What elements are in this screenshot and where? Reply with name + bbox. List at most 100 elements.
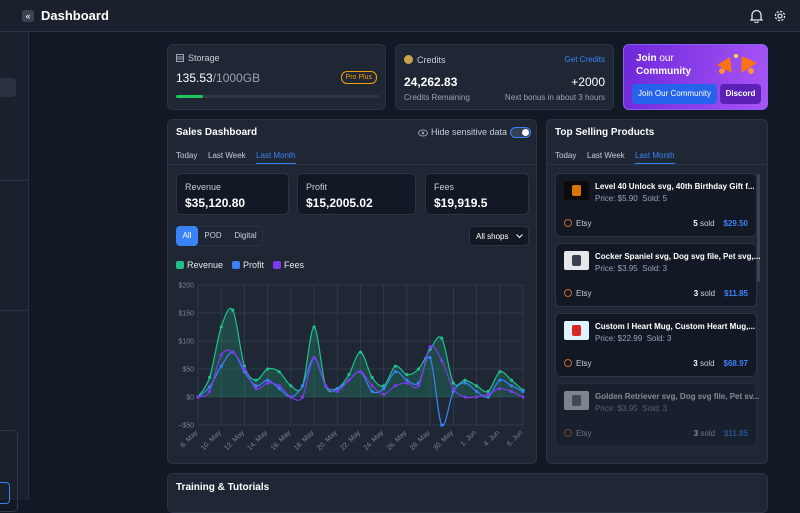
- discord-button[interactable]: Discord: [720, 84, 761, 104]
- product-meta: Price: $3.95 Sold: 3: [595, 264, 667, 273]
- tabs-divider: [547, 164, 767, 165]
- point: [358, 370, 363, 374]
- point: [451, 381, 455, 385]
- legend-label: Fees: [284, 260, 305, 270]
- filter-button[interactable]: POD: [204, 231, 222, 240]
- y-tick-label: $100: [178, 339, 194, 346]
- y-tick-label: −$50: [178, 423, 194, 430]
- point: [405, 381, 409, 385]
- page-title: Dashboard: [41, 8, 109, 23]
- credits-amount-label: Credits Remaining: [404, 93, 470, 102]
- point: [231, 350, 235, 354]
- point: [474, 395, 479, 399]
- y-tick-label: $50: [182, 367, 194, 374]
- storage-title: Storage: [188, 53, 220, 63]
- community-title-strong: Join: [636, 53, 657, 64]
- sidebar-button[interactable]: [0, 482, 10, 504]
- top-products-title: Top Selling Products: [555, 127, 655, 138]
- point: [254, 384, 258, 388]
- point: [405, 373, 409, 377]
- get-credits-link[interactable]: Get Credits: [564, 55, 605, 64]
- point: [242, 367, 247, 371]
- point: [370, 389, 374, 393]
- shop-icon: [564, 429, 572, 437]
- product-meta: Price: $5.90 Sold: 5: [595, 194, 667, 203]
- scrollbar: [757, 174, 760, 282]
- community-title: Join our Community: [636, 52, 706, 78]
- collapse-button[interactable]: «: [22, 10, 34, 22]
- point: [463, 381, 467, 385]
- product-total: $29.50: [723, 219, 748, 228]
- units-sold: 3: [693, 289, 699, 298]
- tabs-divider: [168, 164, 536, 165]
- point: [335, 387, 339, 391]
- point: [440, 336, 444, 340]
- chevron: [516, 234, 523, 239]
- tab[interactable]: Last Month: [256, 151, 296, 164]
- thumbnail-art: [572, 325, 581, 336]
- megaphone-art: [717, 54, 757, 74]
- settings-icon[interactable]: [773, 9, 787, 23]
- toggle-knob: [522, 129, 529, 136]
- point: [509, 389, 513, 393]
- legend-swatch: [273, 261, 282, 269]
- point: [312, 356, 316, 360]
- product-summary: 3 sold $11.85: [694, 429, 748, 438]
- x-tick-label: 28. May: [409, 429, 432, 452]
- product-item[interactable]: Custom I Heart Mug, Custom Heart Mug,...…: [555, 313, 757, 377]
- stat-box: Revenue $35,120.80: [176, 173, 289, 215]
- point: [405, 378, 409, 382]
- credits-amount: 24,262.83: [404, 75, 458, 89]
- point: [521, 389, 525, 393]
- legend-label: Profit: [243, 260, 265, 270]
- shop-select-text: All shops: [476, 232, 509, 241]
- shop-name: Etsy: [576, 219, 592, 228]
- x-tick-label: 8. May: [180, 429, 200, 449]
- tab[interactable]: Today: [555, 151, 577, 160]
- top-products-card: Top Selling Products Today Last Week Last …: [546, 119, 768, 464]
- point: [208, 385, 212, 389]
- tab[interactable]: Last Month: [635, 151, 675, 164]
- x-tick-label: 16. May: [270, 429, 293, 452]
- tab[interactable]: Last Week: [587, 151, 625, 160]
- point: [300, 395, 305, 399]
- point: [277, 384, 281, 388]
- community-title-end: Community: [636, 66, 691, 77]
- x-tick-label: 4. Jun: [483, 429, 502, 448]
- point: [254, 378, 258, 382]
- x-tick-label: 1. Jun: [460, 429, 479, 448]
- join-button[interactable]: Join Our Community: [632, 84, 717, 104]
- point: [463, 395, 467, 399]
- product-item[interactable]: Cocker Spaniel svg, Dog svg file, Pet sv…: [555, 243, 760, 307]
- eye-icon: [418, 129, 428, 137]
- sidebar-active-item[interactable]: [0, 78, 16, 97]
- point: [266, 367, 270, 371]
- x-tick-label: 18. May: [293, 429, 316, 452]
- product-item[interactable]: Golden Retriever svg, Dog svg file, Pet …: [555, 383, 759, 447]
- bell-icon[interactable]: [750, 9, 763, 23]
- product-item[interactable]: Level 40 Unlock svg, 40th Birthday Gift …: [555, 173, 757, 237]
- filter-button[interactable]: Digital: [234, 231, 257, 240]
- shop-select[interactable]: All shops: [469, 226, 529, 246]
- shop-name: Etsy: [576, 289, 592, 298]
- units-label: sold: [700, 289, 716, 298]
- filter-button[interactable]: All: [176, 226, 198, 246]
- point: [266, 381, 270, 385]
- point: [347, 373, 351, 377]
- shop-name: Etsy: [576, 359, 592, 368]
- stat-label: Fees: [434, 182, 455, 192]
- tab[interactable]: Today: [176, 151, 198, 160]
- tab[interactable]: Last Week: [208, 151, 246, 160]
- stat-label: Profit: [306, 182, 328, 192]
- stat-value: $15,2005.02: [306, 196, 373, 210]
- toggle-label: Hide sensitive data: [431, 127, 508, 137]
- point: [498, 387, 502, 391]
- point: [277, 387, 281, 391]
- sales-chart: $200 $150 $100 $50 $0 −$508. May 10. May 12. Ma…: [178, 283, 525, 452]
- product-meta: Price: $22.99 Sold: 3: [595, 334, 672, 343]
- point: [416, 367, 421, 371]
- point: [382, 384, 386, 388]
- toggle[interactable]: [510, 127, 531, 138]
- community-card: Join our Community Join Our Community Dis…: [623, 44, 768, 110]
- legend-swatch: [176, 261, 184, 269]
